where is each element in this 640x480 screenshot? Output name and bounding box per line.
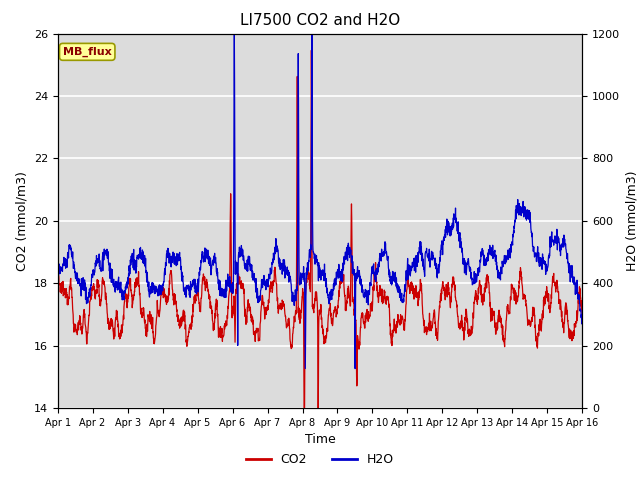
Y-axis label: H2O (mmol/m3): H2O (mmol/m3) xyxy=(626,170,639,271)
X-axis label: Time: Time xyxy=(305,433,335,446)
Legend: CO2, H2O: CO2, H2O xyxy=(241,448,399,471)
Title: LI7500 CO2 and H2O: LI7500 CO2 and H2O xyxy=(240,13,400,28)
Text: MB_flux: MB_flux xyxy=(63,47,111,57)
Y-axis label: CO2 (mmol/m3): CO2 (mmol/m3) xyxy=(15,171,28,271)
